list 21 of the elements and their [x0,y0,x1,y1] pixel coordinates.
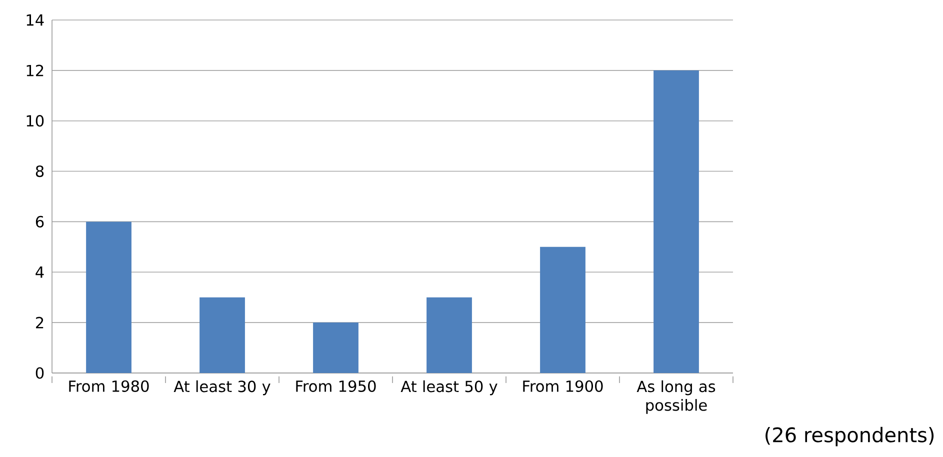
y-tick-label: 12 [26,64,44,76]
y-tick-label: 2 [36,316,44,328]
bar [540,246,586,373]
y-tick-label: 10 [26,115,44,127]
bar [313,322,358,373]
bar [200,297,245,373]
x-tick-label: At least 30 y [174,380,270,396]
x-tick-label: From 1900 [523,380,603,392]
y-tick-label: 14 [26,14,44,26]
bar [426,297,472,373]
y-tick-label: 6 [36,216,44,228]
bar [654,70,699,373]
x-tick-label: From 1980 [69,380,149,392]
x-tick-label: At least 50 y [400,380,498,396]
text: (26 respondents) [766,426,934,446]
y-tick-label: 0 [36,367,44,379]
x-tick-label: From 1950 [296,380,376,392]
y-tick-label: 8 [36,165,44,178]
y-tick-label: 4 [36,266,44,278]
x-tick-label: As long as possible [636,380,716,414]
bar [86,222,132,373]
